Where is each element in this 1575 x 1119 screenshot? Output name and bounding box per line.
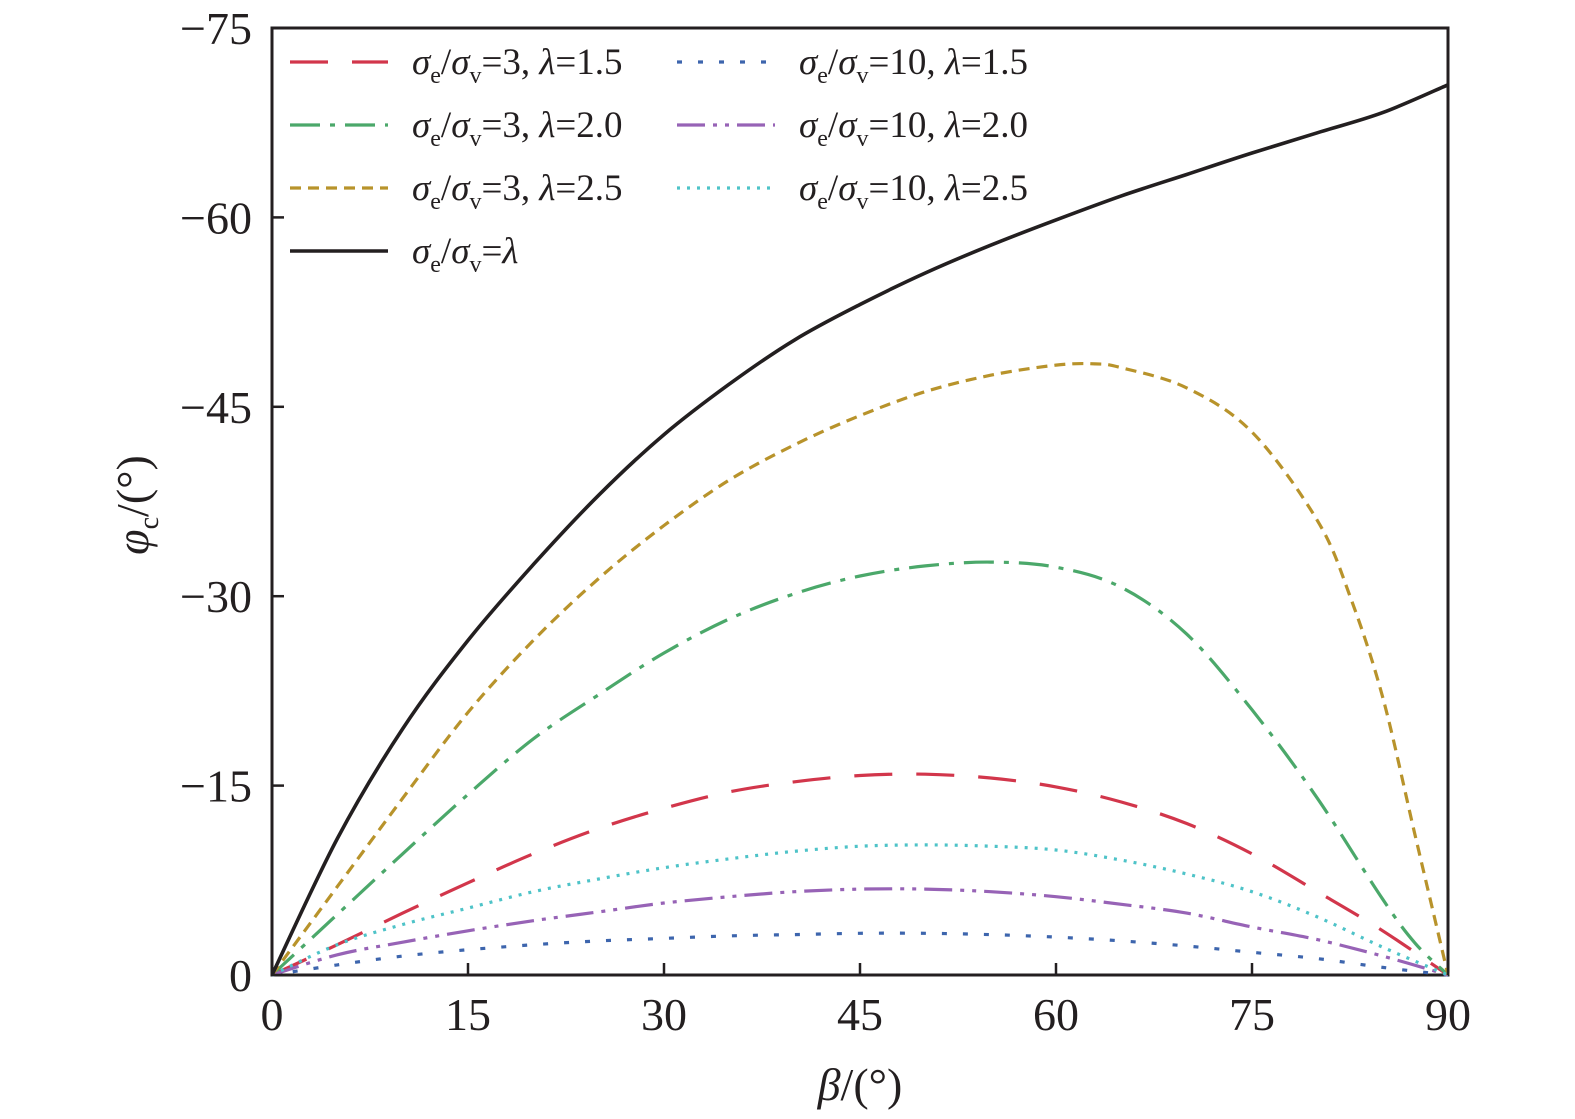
- legend-label-0: σe/σv=3, λ=1.5: [412, 42, 622, 89]
- legend-label-1: σe/σv=10, λ=1.5: [799, 42, 1028, 89]
- y-tick-label: −75: [180, 3, 252, 54]
- series-layer: [270, 83, 1450, 977]
- x-tick-label: 90: [1425, 989, 1471, 1040]
- series-line-3: [271, 887, 1449, 977]
- series-line-4: [270, 361, 1450, 976]
- legend-label-6: σe/σv=λ: [412, 231, 518, 278]
- legend-label-5: σe/σv=10, λ=2.5: [799, 168, 1028, 215]
- x-tick-label: 75: [1229, 989, 1275, 1040]
- series-line-0: [271, 772, 1449, 977]
- legend-label-2: σe/σv=3, λ=2.0: [412, 105, 622, 152]
- y-tick-label: −60: [180, 192, 252, 243]
- series-line-6: [270, 83, 1449, 976]
- series-line-1: [271, 931, 1449, 977]
- y-tick-label: −30: [180, 571, 252, 622]
- series-line-5: [271, 843, 1449, 977]
- y-axis-label: φc/(°): [107, 455, 165, 555]
- x-tick-label: 45: [837, 989, 883, 1040]
- series-line-2: [270, 560, 1450, 977]
- y-tick-label: 0: [229, 950, 252, 1001]
- ticks-layer: 0 15 30 45 60 75 90 0 −15 −30 −45 −60 −75: [180, 3, 1471, 1040]
- y-tick-label: −15: [180, 761, 252, 812]
- x-tick-label: 60: [1033, 989, 1079, 1040]
- legend-label-3: σe/σv=10, λ=2.0: [799, 105, 1028, 152]
- legend-label-4: σe/σv=3, λ=2.5: [412, 168, 622, 215]
- legend: σe/σv=3, λ=1.5 σe/σv=10, λ=1.5 σe/σv=3, λ=…: [290, 42, 1028, 278]
- x-tick-label: 30: [641, 989, 687, 1040]
- x-tick-label: 15: [445, 989, 491, 1040]
- y-tick-label: −45: [180, 382, 252, 433]
- x-tick-label: 0: [261, 989, 284, 1040]
- x-axis-label: β/(°): [817, 1059, 903, 1110]
